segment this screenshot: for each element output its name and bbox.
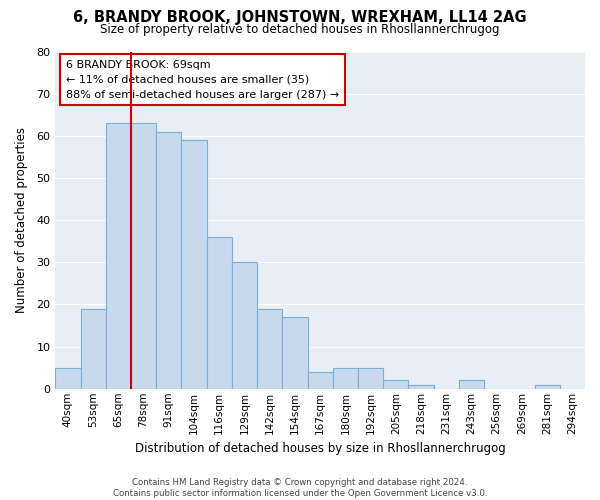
Bar xyxy=(232,262,257,389)
Text: Contains HM Land Registry data © Crown copyright and database right 2024.
Contai: Contains HM Land Registry data © Crown c… xyxy=(113,478,487,498)
Bar xyxy=(535,384,560,389)
Bar xyxy=(333,368,358,389)
Bar xyxy=(308,372,333,389)
Bar xyxy=(181,140,206,389)
Bar xyxy=(106,123,131,389)
Y-axis label: Number of detached properties: Number of detached properties xyxy=(15,127,28,313)
Bar xyxy=(131,123,156,389)
Bar xyxy=(459,380,484,389)
Text: 6 BRANDY BROOK: 69sqm
← 11% of detached houses are smaller (35)
88% of semi-deta: 6 BRANDY BROOK: 69sqm ← 11% of detached … xyxy=(66,60,339,100)
Text: Size of property relative to detached houses in Rhosllannerchrugog: Size of property relative to detached ho… xyxy=(100,22,500,36)
Bar xyxy=(206,237,232,389)
Bar xyxy=(80,308,106,389)
Bar xyxy=(283,317,308,389)
Bar xyxy=(257,308,283,389)
Text: 6, BRANDY BROOK, JOHNSTOWN, WREXHAM, LL14 2AG: 6, BRANDY BROOK, JOHNSTOWN, WREXHAM, LL1… xyxy=(73,10,527,25)
Bar xyxy=(383,380,409,389)
Bar xyxy=(358,368,383,389)
X-axis label: Distribution of detached houses by size in Rhosllannerchrugog: Distribution of detached houses by size … xyxy=(135,442,506,455)
Bar xyxy=(409,384,434,389)
Bar xyxy=(156,132,181,389)
Bar xyxy=(55,368,80,389)
